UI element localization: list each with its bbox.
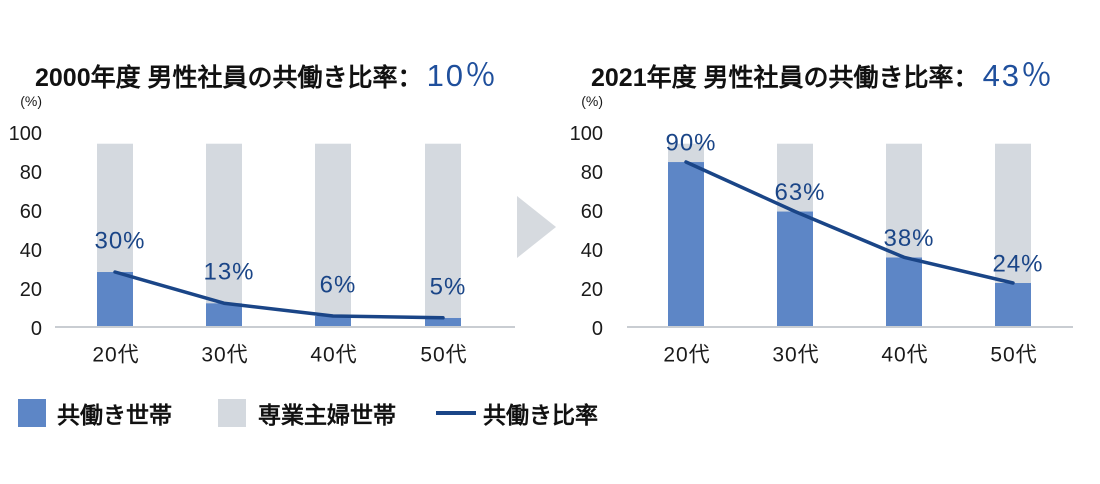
dual-income-household-bar	[315, 316, 351, 327]
x-tick-label: 50代	[420, 344, 467, 367]
y-tick-label: 0	[31, 318, 42, 340]
chart-title-text: 2021年度 男性社員の共働き比率：	[591, 64, 979, 92]
bar-stack	[777, 143, 813, 327]
x-tick-label: 40代	[881, 344, 928, 367]
y-tick-label: 20	[20, 279, 42, 301]
y-tick-label: 40	[20, 240, 42, 262]
housewife-household-bar	[315, 143, 351, 317]
data-labels: 30% 13% 6% 5%	[94, 228, 467, 301]
housewife-household-bar	[425, 143, 461, 318]
data-label: 38%	[883, 225, 934, 252]
x-axis: 20代 30代 40代 50代	[92, 344, 467, 367]
bar-stack	[315, 143, 351, 327]
y-axis-unit-label: (%)	[581, 93, 603, 109]
y-axis: 0 20 40 60 80 100	[9, 123, 42, 340]
data-label: 30%	[94, 228, 145, 255]
housewife-household-bar	[668, 143, 704, 163]
y-tick-label: 40	[581, 240, 603, 262]
chart-title-2000: 2000年度 男性社員の共働き比率： 10％	[35, 50, 498, 95]
y-tick-label: 100	[9, 123, 42, 145]
dual-income-household-bar	[425, 317, 461, 327]
chart-title-text: 2000年度 男性社員の共働き比率：	[35, 64, 423, 92]
y-tick-label: 80	[581, 162, 603, 184]
dual-income-ratio-line	[684, 160, 1015, 285]
housewife-household-bar	[206, 143, 242, 304]
legend-swatch-housewife-household	[218, 399, 246, 427]
triangle-right-icon	[517, 196, 556, 258]
housewife-household-bar	[995, 143, 1031, 284]
data-label: 24%	[992, 251, 1043, 278]
bar-stack	[425, 143, 461, 327]
legend-label: 共働き世帯	[57, 402, 172, 428]
data-label: 6%	[320, 272, 357, 299]
data-labels: 90% 63% 38% 24%	[665, 130, 1043, 278]
dual-income-household-bar	[777, 211, 813, 327]
x-tick-label: 50代	[990, 344, 1037, 367]
y-axis: 0 20 40 60 80 100	[570, 123, 603, 340]
x-tick-label: 40代	[310, 344, 357, 367]
chart-2000: (%) 0 20 40 60 80 100 20代 30代 40代 50代 30% 13% 6% 5%	[9, 93, 515, 367]
y-tick-label: 0	[592, 318, 603, 340]
chart-title-ratio-value: 10％	[426, 58, 499, 93]
x-tick-label: 20代	[92, 344, 139, 367]
y-tick-label: 100	[570, 123, 603, 145]
legend-swatch-dual-income-household	[18, 399, 46, 427]
dual-income-household-bar	[886, 257, 922, 327]
bar-stack	[97, 143, 133, 327]
bar-stack	[668, 143, 704, 327]
y-tick-label: 60	[20, 201, 42, 223]
bar-stack	[995, 143, 1031, 327]
x-tick-label: 30代	[201, 344, 248, 367]
dual-income-household-bar	[206, 303, 242, 327]
legend-item-housewife-household: 専業主婦世帯	[218, 399, 396, 428]
chart-2021: (%) 0 20 40 60 80 100 20代 30代 40代 50代 90% 63% 38% 24%	[570, 93, 1073, 367]
data-label: 90%	[665, 130, 716, 157]
legend-line-dual-income-ratio	[436, 411, 476, 415]
legend-label: 共働き比率	[483, 402, 598, 428]
housewife-household-bar	[777, 143, 813, 212]
housewife-household-bar	[97, 143, 133, 273]
dual-income-household-bar	[97, 272, 133, 327]
bar-stack	[206, 143, 242, 327]
dual-income-household-bar	[668, 162, 704, 327]
legend-item-dual-income-household: 共働き世帯	[18, 399, 172, 428]
x-axis: 20代 30代 40代 50代	[663, 344, 1037, 367]
bar-stack	[886, 143, 922, 327]
data-label: 5%	[430, 273, 467, 300]
x-tick-label: 20代	[663, 344, 710, 367]
legend-label: 専業主婦世帯	[258, 402, 396, 428]
data-label: 13%	[203, 259, 254, 286]
y-tick-label: 60	[581, 201, 603, 223]
bar-group	[97, 143, 461, 327]
data-label: 63%	[774, 179, 825, 206]
y-axis-unit-label: (%)	[20, 93, 42, 109]
chart-title-2021: 2021年度 男性社員の共働き比率： 43％	[591, 50, 1054, 95]
y-tick-label: 20	[581, 279, 603, 301]
housewife-household-bar	[886, 143, 922, 258]
y-tick-label: 80	[20, 162, 42, 184]
x-tick-label: 30代	[772, 344, 819, 367]
dual-income-household-bar	[995, 283, 1031, 327]
bar-group	[668, 143, 1031, 327]
dual-income-ratio-line	[113, 270, 445, 320]
legend-item-dual-income-ratio: 共働き比率	[436, 399, 598, 428]
chart-title-ratio-value: 43％	[982, 58, 1055, 93]
